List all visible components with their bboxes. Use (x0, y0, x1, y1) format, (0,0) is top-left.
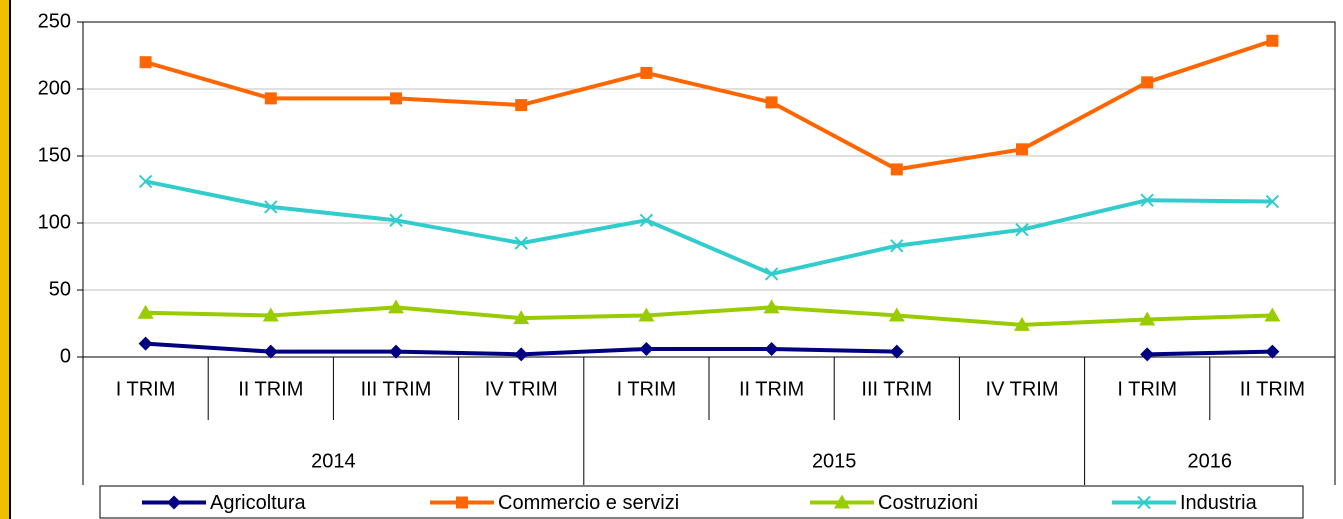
point (388, 299, 404, 314)
x-tick-label: I TRIM (617, 378, 677, 400)
point (262, 307, 279, 322)
point (389, 213, 403, 228)
point (1266, 34, 1279, 47)
point (1141, 76, 1154, 89)
legend-label: Agricoltura (210, 492, 306, 514)
y-tick-label: 100 (38, 211, 71, 233)
point (167, 495, 181, 510)
point (834, 494, 850, 509)
point (138, 174, 153, 189)
x-tick-label: II TRIM (739, 378, 804, 400)
point (890, 239, 904, 253)
point (1264, 307, 1281, 322)
point (264, 92, 277, 105)
legend-box (99, 485, 1304, 519)
point (1265, 344, 1280, 359)
point (1014, 316, 1030, 331)
legend-item: Commercio e servizi (430, 492, 679, 514)
legend-item: Agricoltura (142, 492, 306, 514)
legend-item: Industria (1112, 492, 1258, 514)
y-tick-label: 200 (38, 77, 71, 99)
x-tick-label: II TRIM (238, 378, 303, 400)
point (765, 96, 778, 109)
point (764, 267, 779, 281)
x-tick-label: III TRIM (861, 378, 932, 400)
series-line (145, 341, 1273, 357)
point (764, 341, 779, 356)
point (514, 236, 528, 250)
point (1015, 222, 1029, 237)
legend-item: Costruzioni (810, 492, 978, 514)
point (1140, 193, 1154, 207)
series-line (145, 38, 1274, 172)
legend-label: Costruzioni (878, 492, 978, 514)
point (639, 341, 654, 356)
point (263, 344, 278, 359)
x-tick-label: III TRIM (361, 378, 432, 400)
point (390, 92, 402, 105)
series-line (145, 305, 1273, 327)
point (513, 310, 530, 325)
point (456, 496, 468, 509)
point (139, 56, 152, 69)
point (389, 344, 403, 359)
point (889, 344, 904, 359)
plot-border (82, 21, 1336, 358)
point (514, 347, 529, 362)
y-tick-label: 0 (60, 345, 71, 367)
point (515, 99, 528, 112)
point (264, 200, 278, 214)
point (763, 299, 780, 314)
point (1139, 311, 1156, 326)
point (639, 213, 654, 228)
point (890, 163, 903, 176)
point (138, 336, 153, 351)
legend-label: Commercio e servizi (498, 492, 679, 514)
point (137, 304, 154, 319)
x-tick-label: IV TRIM (485, 378, 558, 400)
point (888, 307, 905, 322)
legend-label: Industria (1180, 492, 1258, 514)
point (638, 307, 655, 322)
point (1137, 495, 1151, 510)
group-label: 2014 (311, 450, 356, 472)
group-label: 2015 (812, 450, 857, 472)
x-tick-label: I TRIM (116, 378, 176, 400)
x-tick-label: IV TRIM (986, 378, 1059, 400)
side-strip (0, 0, 9, 519)
x-tick-label: II TRIM (1240, 378, 1305, 400)
point (640, 66, 653, 79)
y-tick-label: 50 (49, 278, 71, 300)
point (1016, 143, 1028, 156)
y-tick-label: 250 (38, 10, 71, 32)
x-tick-label: I TRIM (1117, 378, 1177, 400)
point (1140, 347, 1155, 362)
y-tick-label: 150 (38, 144, 71, 166)
group-label: 2016 (1188, 450, 1233, 472)
point (1265, 194, 1280, 209)
series-line (145, 179, 1273, 276)
